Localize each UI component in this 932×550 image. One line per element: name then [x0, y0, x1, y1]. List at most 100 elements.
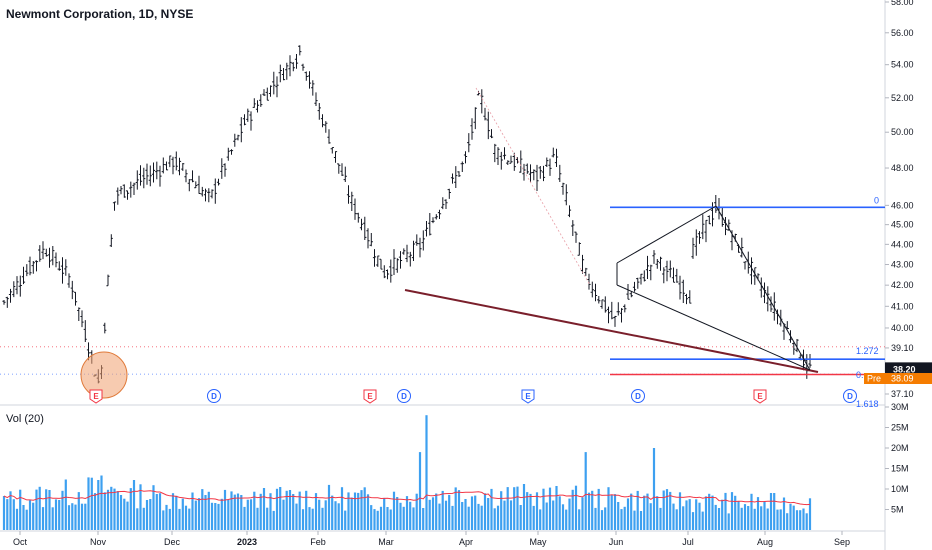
volume-bar	[526, 492, 529, 530]
ohlc-bar	[629, 291, 633, 298]
ohlc-bar	[658, 256, 663, 271]
volume-bar	[721, 499, 724, 530]
ohlc-bar	[600, 299, 604, 309]
ohlc-bar	[268, 85, 273, 97]
volume-bar	[610, 494, 613, 530]
ohlc-bar	[743, 261, 747, 270]
ohlc-bar	[350, 191, 354, 211]
volume-bar	[272, 510, 275, 530]
ohlc-bar	[379, 258, 383, 270]
volume-bar	[54, 499, 58, 530]
ohlc-bar	[317, 103, 321, 120]
ohlc-bar	[80, 310, 84, 328]
ohlc-bar	[584, 267, 588, 276]
ohlc-bar	[389, 259, 393, 283]
earnings-marker-label: E	[93, 392, 99, 401]
volume-bar	[110, 486, 113, 530]
volume-bar	[480, 505, 483, 530]
volume-bar	[441, 490, 444, 530]
volume-bar	[568, 498, 571, 530]
volume-bar	[220, 498, 223, 530]
ohlc-bar	[587, 273, 591, 290]
volume-bar	[808, 498, 812, 530]
volume-bar	[503, 500, 506, 530]
ohlc-bar	[116, 187, 120, 205]
ohlc-bar	[460, 161, 464, 172]
ohlc-bar	[346, 185, 351, 204]
ohlc-bar	[288, 55, 292, 77]
volume-bar	[431, 497, 435, 530]
volume-bar	[552, 500, 555, 530]
time-axis-label: Oct	[13, 537, 28, 547]
volume-bar	[38, 486, 41, 530]
ohlc-bar	[678, 275, 682, 300]
ohlc-bar	[372, 249, 377, 267]
ohlc-bar	[142, 167, 146, 189]
volume-bar	[649, 503, 652, 530]
volume-bar	[522, 484, 526, 530]
ohlc-bar	[311, 80, 315, 96]
volume-bar	[376, 510, 379, 530]
volume-bar	[639, 511, 643, 530]
volume-bar	[561, 504, 565, 530]
volume-bar	[243, 506, 246, 530]
volume-bar	[386, 507, 389, 530]
ohlc-bar	[392, 249, 396, 275]
ohlc-bar	[171, 156, 175, 175]
volume-bar	[805, 513, 808, 530]
volume-bar	[132, 480, 136, 530]
volume-bar	[19, 489, 22, 530]
ohlc-bar	[161, 157, 165, 174]
volume-bar	[714, 504, 717, 530]
ohlc-bar	[603, 296, 607, 313]
ohlc-bar	[174, 151, 178, 171]
ohlc-bar	[324, 121, 328, 133]
volume-bar	[162, 510, 165, 530]
volume-bar	[97, 480, 100, 530]
wedge-right-line	[715, 205, 811, 371]
volume-bar	[256, 507, 259, 530]
ohlc-bar	[249, 111, 253, 131]
volume-axis-label: 30M	[891, 402, 909, 412]
volume-bar	[87, 477, 90, 530]
volume-bar	[636, 490, 639, 530]
fib-partial-label: 0.	[856, 370, 864, 380]
volume-bar	[454, 487, 457, 530]
ohlc-bar	[47, 247, 52, 268]
volume-bar	[704, 496, 708, 530]
volume-moving-average	[3, 489, 811, 506]
volume-bar	[334, 501, 337, 530]
volume-bar	[279, 487, 282, 530]
volume-bar	[799, 510, 802, 530]
ohlc-bar	[210, 189, 214, 199]
volume-bar	[672, 503, 675, 530]
ohlc-bar	[606, 306, 611, 324]
volume-bar	[457, 490, 461, 530]
volume-bar	[194, 500, 197, 530]
volume-bar	[223, 489, 227, 530]
volume-bar	[282, 499, 285, 530]
volume-bar	[558, 496, 561, 530]
volume-bar	[737, 501, 740, 530]
ohlc-bar	[571, 220, 575, 236]
ohlc-bar	[532, 169, 536, 181]
ohlc-bar	[470, 118, 474, 140]
volume-bar	[35, 489, 38, 530]
volume-bar	[756, 497, 760, 530]
ohlc-bar	[619, 308, 624, 323]
earnings-marker-label: E	[757, 392, 763, 401]
volume-bar	[425, 415, 428, 530]
volume-bar	[2, 496, 6, 530]
volume-bar	[373, 509, 376, 530]
ohlc-bar	[655, 259, 659, 269]
ohlc-bar	[259, 94, 263, 107]
fib-level-1618-label: 1.618	[856, 399, 879, 409]
volume-bar	[181, 498, 184, 530]
ohlc-bar	[489, 129, 494, 139]
volume-bar	[646, 493, 649, 530]
volume-bar	[292, 494, 295, 530]
volume-bar	[155, 494, 158, 530]
ohlc-bar	[203, 188, 208, 202]
ohlc-bar	[626, 284, 630, 300]
